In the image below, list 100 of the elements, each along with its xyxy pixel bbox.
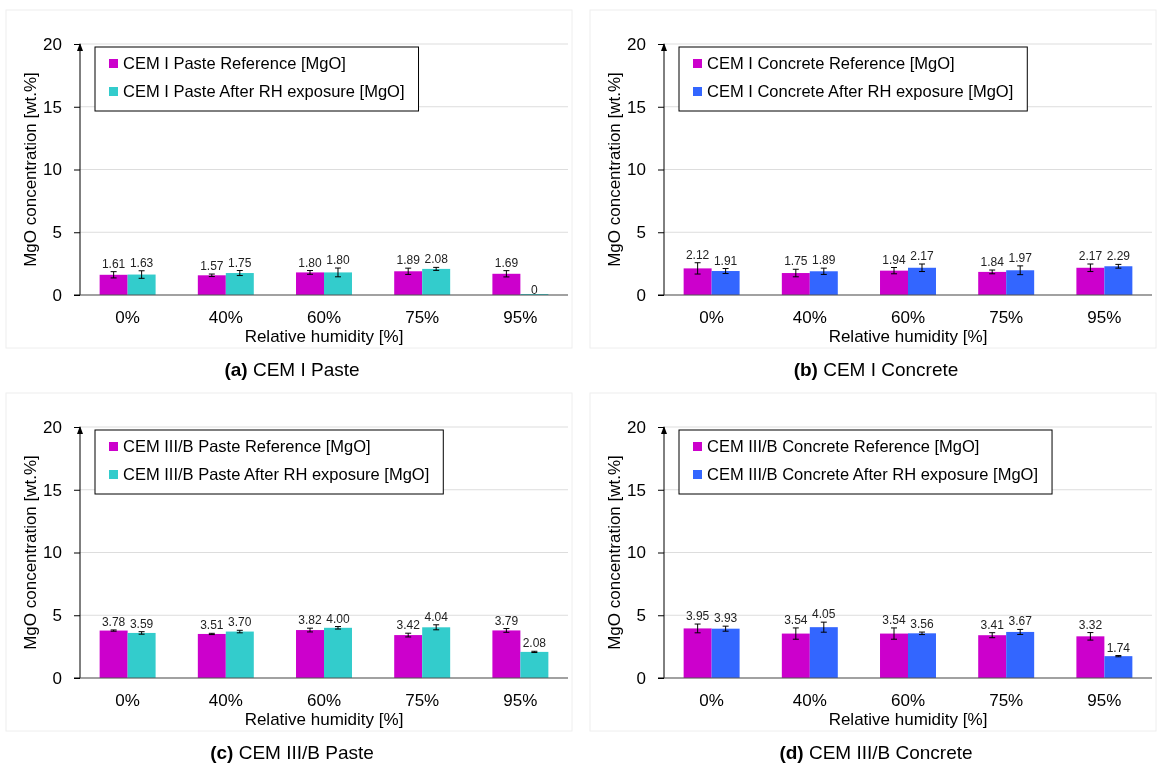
y-tick-label: 15 (43, 97, 62, 117)
legend-label: CEM I Paste Reference [MgO] (123, 54, 346, 72)
data-label: 3.82 (298, 613, 323, 628)
data-label: 1.94 (882, 252, 907, 267)
y-tick-label: 5 (52, 606, 62, 626)
x-tick-label: 0% (699, 308, 724, 328)
data-label: 2.29 (1106, 249, 1131, 264)
y-axis-title: MgO concentration [wt.%] (605, 72, 624, 267)
data-label: 1.75 (784, 254, 808, 269)
y-axis-title: MgO concentration [wt.%] (21, 72, 40, 267)
x-axis-title: Relative humidity [%] (828, 710, 988, 729)
data-label: 3.67 (1008, 614, 1033, 629)
data-label: 2.17 (1078, 249, 1103, 263)
y-tick-label: 10 (43, 160, 62, 180)
data-label: 3.32 (1078, 617, 1103, 632)
text: (c) CEM III/B Paste (210, 742, 374, 763)
x-tick-label: 60% (890, 308, 926, 328)
data-label: 3.59 (129, 616, 154, 631)
data-label: 2.08 (522, 636, 547, 651)
x-tick-label: 40% (792, 691, 827, 711)
data-label: 1.69 (494, 255, 519, 270)
y-tick-label: 20 (627, 34, 646, 54)
x-tick-label: 95% (1087, 691, 1122, 711)
legend-label: CEM III/B Paste After RH exposure [MgO] (123, 465, 430, 483)
y-tick-label: 15 (627, 97, 646, 117)
y-tick-label: 5 (636, 223, 646, 243)
data-label: 3.95 (685, 609, 710, 624)
x-tick-label: 0% (699, 691, 724, 711)
legend-label: CEM III/B Paste Reference [MgO] (123, 437, 371, 455)
data-label: 4.05 (812, 607, 836, 622)
x-tick-label: 75% (405, 691, 440, 711)
x-tick-label: 40% (208, 308, 243, 328)
x-tick-label: 95% (1087, 308, 1122, 328)
data-label: 3.93 (713, 611, 738, 626)
data-label: 1.80 (298, 255, 323, 270)
x-axis-title: Relative humidity [%] (244, 327, 404, 346)
data-label: 1.63 (129, 255, 154, 270)
legend-label: CEM III/B Concrete Reference [MgO] (707, 437, 980, 455)
text: (d) CEM III/B Concrete (779, 742, 973, 763)
data-label: 1.89 (396, 253, 421, 268)
x-tick-label: 75% (989, 308, 1024, 328)
data-label: 3.51 (200, 618, 224, 633)
y-tick-label: 20 (43, 34, 62, 54)
data-label: 1.91 (713, 253, 738, 268)
data-label: 2.17 (910, 249, 934, 263)
data-label: 1.97 (1008, 250, 1033, 265)
data-label: 1.80 (326, 253, 350, 268)
data-label: 2.08 (424, 252, 449, 267)
data-label: 0 (531, 283, 539, 297)
legend-label: CEM I Concrete Reference [MgO] (707, 54, 955, 72)
data-label: 3.56 (910, 617, 934, 632)
x-axis-title: Relative humidity [%] (244, 710, 404, 729)
data-label: 4.00 (326, 611, 350, 626)
y-axis-title: MgO concentration [wt.%] (21, 455, 40, 650)
data-label: 3.78 (101, 614, 126, 629)
data-label: 3.42 (396, 618, 421, 633)
y-tick-label: 10 (627, 543, 646, 563)
text: (a) CEM I Paste (224, 359, 360, 380)
data-label: 3.79 (494, 613, 519, 628)
x-tick-label: 0% (115, 691, 140, 711)
data-label: 1.61 (101, 256, 126, 271)
data-label: 1.74 (1106, 640, 1131, 655)
x-tick-label: 0% (115, 308, 140, 328)
data-label: 3.41 (980, 617, 1005, 632)
y-axis-title: MgO concentration [wt.%] (605, 455, 624, 650)
y-tick-label: 0 (636, 285, 646, 305)
data-label: 1.57 (200, 259, 224, 274)
x-tick-label: 40% (208, 691, 243, 711)
y-tick-label: 0 (52, 285, 62, 305)
y-tick-label: 5 (52, 223, 62, 243)
y-tick-label: 5 (636, 606, 646, 626)
data-label: 1.89 (812, 253, 836, 268)
legend-label: CEM I Paste After RH exposure [MgO] (123, 82, 405, 100)
y-tick-label: 20 (43, 417, 62, 437)
x-axis-title: Relative humidity [%] (828, 327, 988, 346)
y-tick-label: 20 (627, 417, 646, 437)
y-tick-label: 15 (43, 480, 62, 500)
y-tick-label: 10 (43, 543, 62, 563)
data-label: 3.54 (784, 612, 808, 627)
y-tick-label: 0 (52, 668, 62, 688)
x-tick-label: 60% (306, 308, 342, 328)
x-tick-label: 60% (890, 691, 926, 711)
x-tick-label: 60% (306, 691, 342, 711)
data-label: 2.12 (685, 247, 710, 262)
x-tick-label: 95% (503, 308, 538, 328)
x-tick-label: 75% (989, 691, 1024, 711)
data-label: 3.54 (882, 612, 907, 627)
y-tick-label: 15 (627, 480, 646, 500)
y-tick-label: 10 (627, 160, 646, 180)
x-tick-label: 95% (503, 691, 538, 711)
x-tick-label: 75% (405, 308, 440, 328)
legend-label: CEM I Concrete After RH exposure [MgO] (707, 82, 1014, 100)
y-tick-label: 0 (636, 668, 646, 688)
data-label: 1.84 (980, 255, 1005, 270)
text: (b) CEM I Concrete (793, 359, 959, 380)
x-tick-label: 40% (792, 308, 827, 328)
data-label: 1.75 (228, 255, 252, 270)
data-label: 4.04 (424, 609, 449, 624)
legend-label: CEM III/B Concrete After RH exposure [MgO] (707, 465, 1039, 483)
data-label: 3.70 (228, 615, 252, 630)
